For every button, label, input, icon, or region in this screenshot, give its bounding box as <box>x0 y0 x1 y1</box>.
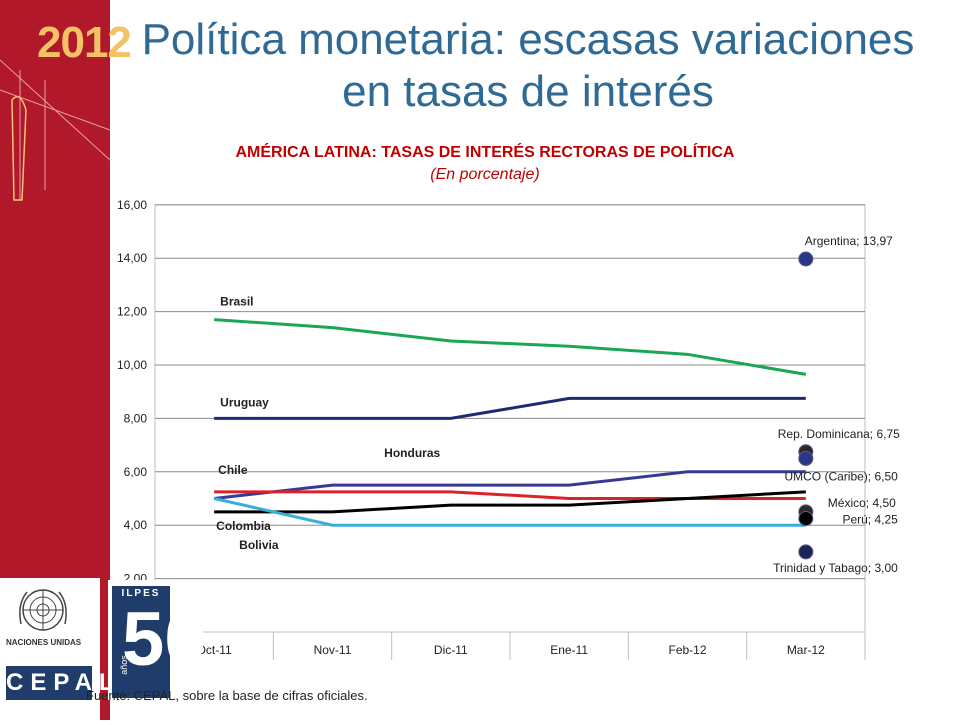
data-point <box>798 450 814 466</box>
data-point-label: UMCO (Caribe); 6,50 <box>784 469 898 483</box>
y-tick-label: 16,00 <box>117 198 147 212</box>
data-point-label: Rep. Dominicana; 6,75 <box>778 427 900 441</box>
data-point-label: Argentina; 13,97 <box>805 234 893 248</box>
series-label: Bolivia <box>239 538 279 552</box>
series-label: Colombia <box>216 519 271 533</box>
series-label: Uruguay <box>220 395 269 409</box>
data-point-label: México; 4,50 <box>828 496 896 510</box>
source-note: Fuente: CEPAL, sobre la base de cifras o… <box>86 688 368 703</box>
data-point-label: Perú; 4,25 <box>842 513 898 527</box>
series-line-bolivia <box>213 497 806 527</box>
data-point <box>798 544 814 560</box>
series-line-honduras <box>213 470 806 500</box>
ilpes-anos: años <box>118 655 129 675</box>
data-point-label: Trinidad y Tabago; 3,00 <box>773 561 898 575</box>
x-tick-label: Oct-11 <box>197 643 232 657</box>
y-tick-label: 14,00 <box>117 251 147 265</box>
y-tick-label: 6,00 <box>124 465 148 479</box>
x-tick-label: Feb-12 <box>668 643 706 657</box>
x-tick-label: Nov-11 <box>314 643 352 657</box>
y-tick-label: 12,00 <box>117 305 147 319</box>
sidebar-art <box>0 59 111 201</box>
series-line-colombia <box>214 490 806 514</box>
ilpes-label: ILPES <box>121 588 161 599</box>
year-badge: 2012 <box>37 18 132 67</box>
chart-subtitle: (En porcentaje) <box>430 166 540 183</box>
slide-title: Política monetaria: escasas variaciones … <box>141 15 915 116</box>
series-label: Chile <box>218 463 248 477</box>
data-point <box>798 251 814 267</box>
ilpes-bar <box>112 586 170 698</box>
un-label: NACIONES UNIDAS <box>6 638 82 647</box>
x-tick-label: Mar-12 <box>787 643 825 657</box>
y-tick-label: 4,00 <box>124 518 148 532</box>
series-line-brasil <box>214 318 807 376</box>
y-tick-label: 10,00 <box>117 358 147 372</box>
un-emblem-icon <box>19 589 67 631</box>
series-line-uruguay <box>214 396 806 420</box>
cepal-logo: CEPAL <box>6 666 114 700</box>
chart-title: AMÉRICA LATINA: TASAS DE INTERÉS RECTORA… <box>235 144 735 161</box>
series-label: Honduras <box>384 446 440 460</box>
ilpes-fifty: 50 <box>122 597 207 682</box>
data-point <box>798 511 814 527</box>
x-tick-label: Ene-11 <box>550 643 588 657</box>
y-tick-label: 8,00 <box>124 411 148 425</box>
series-label: Brasil <box>220 295 253 309</box>
x-tick-label: Dic-11 <box>434 643 468 657</box>
